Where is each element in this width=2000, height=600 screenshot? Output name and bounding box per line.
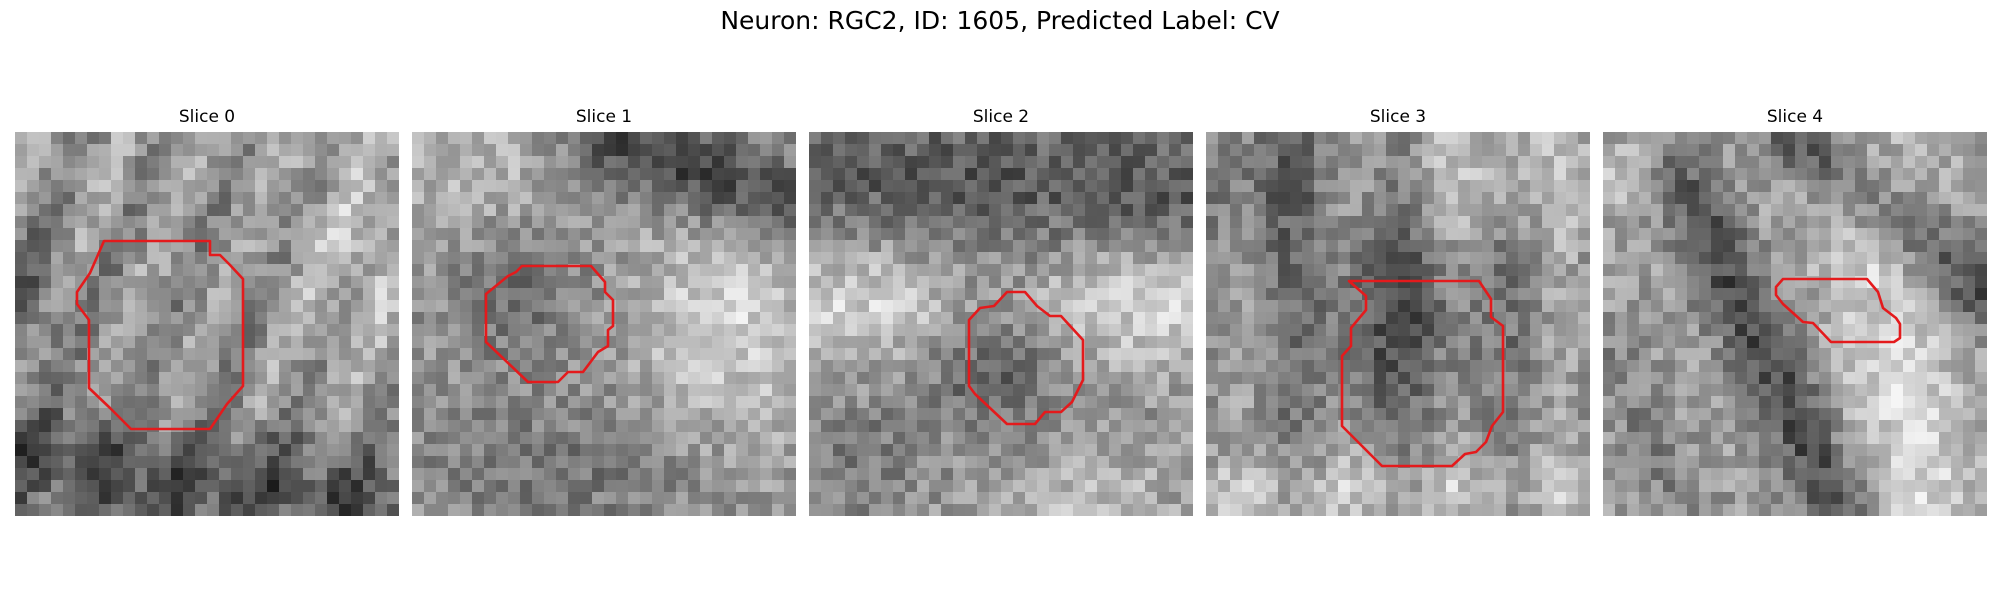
grayscale-tile — [809, 132, 1193, 516]
red-contour-overlay — [484, 264, 615, 384]
red-contour — [1774, 277, 1902, 344]
red-contour — [967, 290, 1085, 426]
red-contour — [75, 239, 245, 431]
slice-panel-3: Slice 3 — [1206, 104, 1590, 516]
slice-image — [1603, 132, 1987, 516]
slice-panel-4: Slice 4 — [1603, 104, 1987, 516]
slice-panel-1: Slice 1 — [412, 104, 796, 516]
slice-image — [15, 132, 399, 516]
figure-title: Neuron: RGC2, ID: 1605, Predicted Label:… — [720, 6, 1280, 35]
slice-image — [809, 132, 1193, 516]
red-contour-overlay — [75, 239, 245, 431]
slice-image — [1206, 132, 1590, 516]
grayscale-tile — [1603, 132, 1987, 516]
slice-title: Slice 2 — [972, 107, 1030, 127]
slice-image — [412, 132, 796, 516]
red-contour-overlay — [1340, 279, 1505, 468]
red-contour-overlay — [1774, 277, 1902, 344]
grayscale-tile — [1206, 132, 1590, 516]
red-contour-overlay — [967, 290, 1085, 426]
slice-title: Slice 3 — [1369, 107, 1427, 127]
slice-title: Slice 1 — [575, 107, 633, 127]
slice-title: Slice 4 — [1766, 107, 1824, 127]
grayscale-tile — [15, 132, 399, 516]
grayscale-tile — [412, 132, 796, 516]
red-contour — [1340, 279, 1505, 468]
slice-panel-2: Slice 2 — [809, 104, 1193, 516]
red-contour — [484, 264, 615, 384]
slice-title: Slice 0 — [178, 107, 236, 127]
slice-panel-0: Slice 0 — [15, 104, 399, 516]
